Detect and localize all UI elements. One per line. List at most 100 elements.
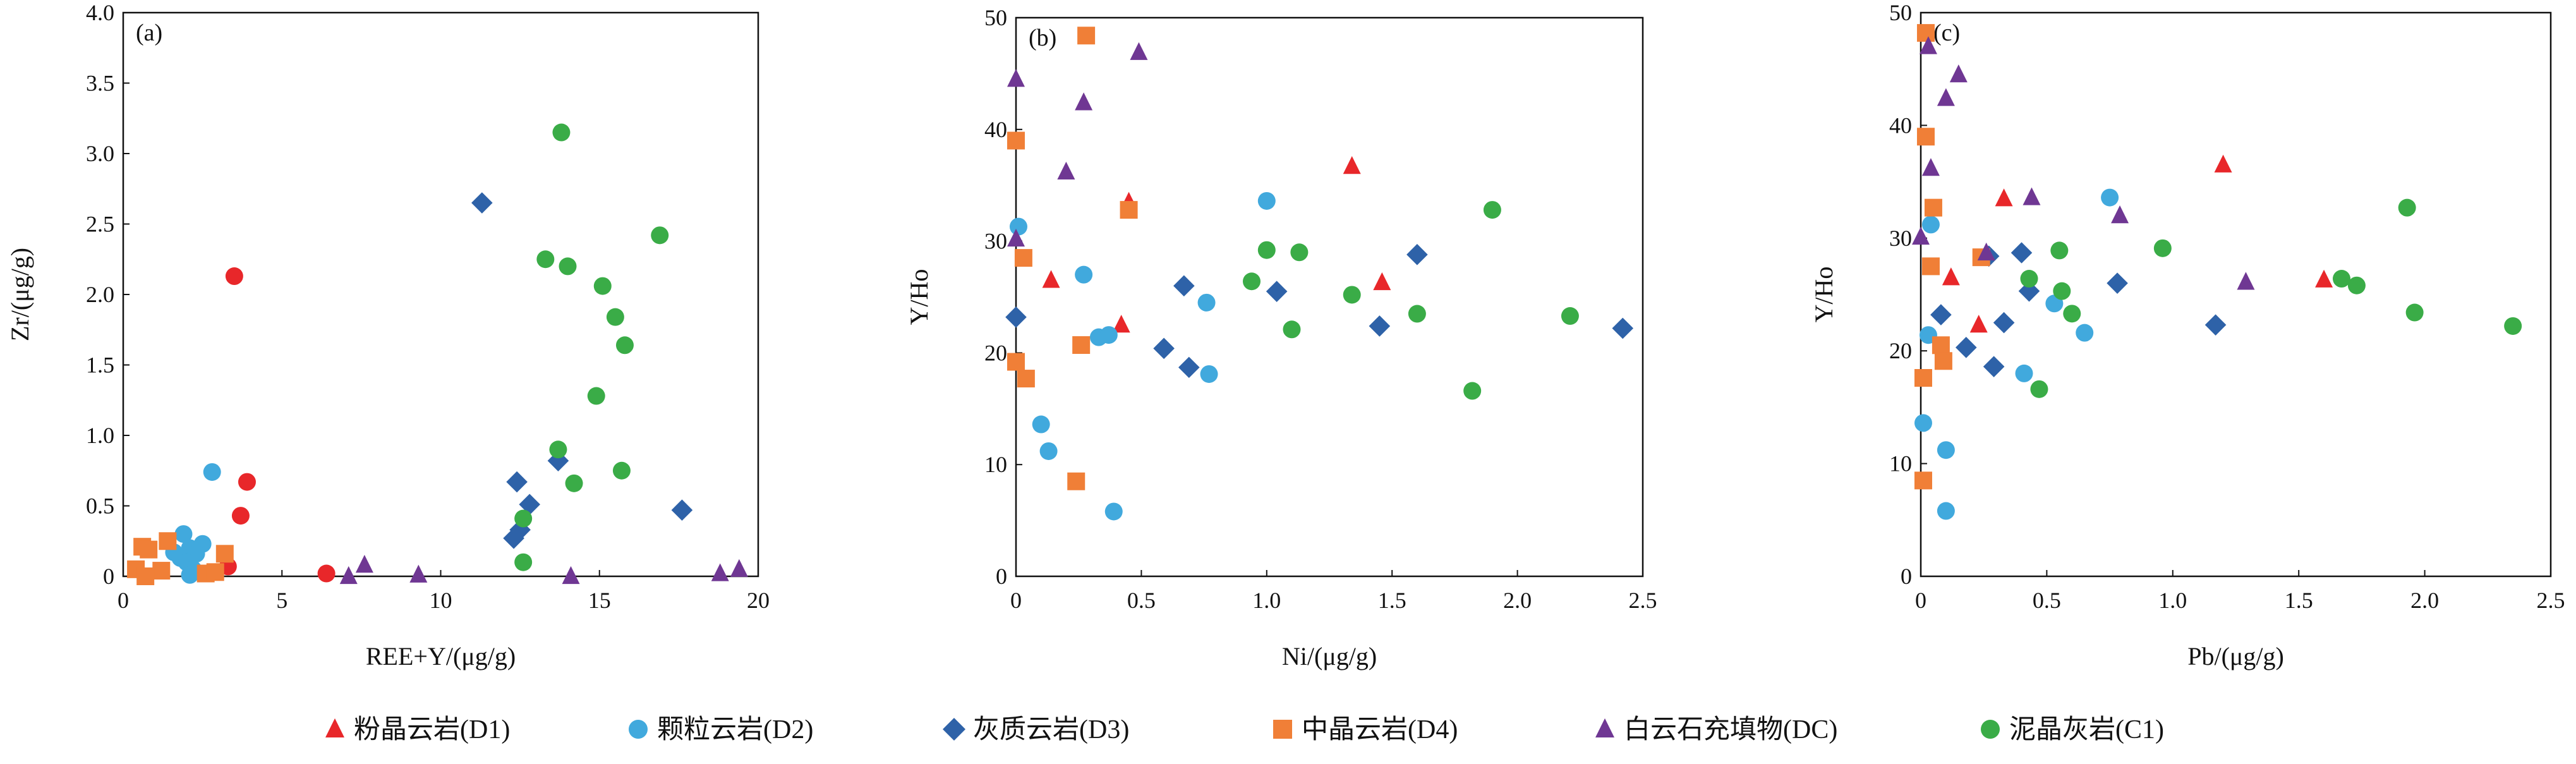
data-point <box>1343 156 1361 174</box>
data-point <box>1916 24 1935 42</box>
x-tick-label: 0.5 <box>2033 588 2061 613</box>
data-point <box>231 507 250 525</box>
legend-label: 泥晶灰岩(C1) <box>2009 715 2164 744</box>
x-tick-label: 1.0 <box>2158 588 2187 613</box>
data-point <box>2030 380 2048 398</box>
y-tick-label: 40 <box>984 117 1007 142</box>
y-tick-label: 20 <box>984 340 1007 365</box>
legend-item: 颗粒云岩(D2) <box>629 715 813 744</box>
data-point <box>1120 201 1138 219</box>
data-point <box>1032 415 1050 434</box>
series-5 <box>1007 42 1148 247</box>
data-point <box>1483 201 1501 219</box>
plot-frame <box>1920 11 2552 578</box>
data-point <box>1197 293 1216 312</box>
legend-label: 中晶云岩(D4) <box>1302 715 1458 744</box>
data-point <box>1912 226 1930 245</box>
data-point <box>1934 352 1952 370</box>
legend-item: 白云石充填物(DC) <box>1595 715 1837 744</box>
series-5 <box>339 555 748 585</box>
data-point <box>1005 306 1027 328</box>
data-point <box>2015 364 2033 382</box>
data-point <box>1007 69 1025 87</box>
data-point <box>711 563 729 581</box>
x-tick-label: 1.0 <box>1252 588 1281 613</box>
x-tick-label: 10 <box>430 588 452 613</box>
series-2 <box>1914 188 2119 520</box>
data-point <box>1977 242 1995 261</box>
y-tick-label: 30 <box>984 229 1007 254</box>
x-tick-label: 0 <box>118 588 129 613</box>
data-point <box>1290 243 1309 262</box>
series-4 <box>1007 27 1138 490</box>
series-6 <box>2020 198 2522 398</box>
data-point <box>1178 356 1200 379</box>
series-2 <box>1009 191 1276 521</box>
y-tick-label: 3.5 <box>86 71 114 96</box>
data-point <box>1937 502 1955 520</box>
data-point <box>1993 312 2015 334</box>
panel-label: (b) <box>1029 25 1056 51</box>
data-point <box>1266 281 1288 302</box>
data-point <box>152 562 171 580</box>
data-point <box>2204 314 2227 336</box>
data-point <box>612 461 631 480</box>
data-point <box>471 192 493 214</box>
data-point <box>1373 272 1391 291</box>
data-point <box>1130 42 1148 60</box>
data-point <box>1930 304 1952 325</box>
data-point <box>593 277 612 295</box>
data-point <box>2214 154 2232 173</box>
x-tick-label: 15 <box>588 588 611 613</box>
legend-marker <box>943 718 965 741</box>
data-point <box>2053 282 2071 300</box>
y-tick-label: 50 <box>1889 0 1912 25</box>
data-point <box>730 559 748 577</box>
x-tick-label: 2.0 <box>1503 588 1532 613</box>
data-point <box>1014 249 1032 267</box>
data-point <box>355 555 373 573</box>
x-tick-label: 0 <box>1010 588 1022 613</box>
series-3 <box>1005 244 1634 379</box>
data-point <box>2020 270 2038 288</box>
data-point <box>2332 270 2350 288</box>
data-point <box>339 566 358 585</box>
y-tick-label: 2.5 <box>86 212 114 237</box>
data-point <box>514 553 533 571</box>
data-point <box>2504 317 2522 335</box>
data-point <box>1921 215 1940 234</box>
legend-marker <box>1273 720 1292 739</box>
data-point <box>1112 315 1130 333</box>
data-point <box>2101 188 2119 207</box>
data-point <box>1612 317 1634 339</box>
x-tick-label: 2.0 <box>2410 588 2439 613</box>
data-point <box>1914 414 1932 432</box>
data-point <box>2018 280 2040 302</box>
data-point <box>206 563 224 581</box>
data-point <box>1955 337 1977 358</box>
data-point <box>1369 315 1391 337</box>
data-point <box>215 545 234 563</box>
y-tick-label: 0 <box>996 564 1007 589</box>
data-point <box>1924 198 1942 217</box>
data-point <box>1921 257 1940 276</box>
data-point <box>238 473 256 491</box>
y-tick-label: 50 <box>984 5 1007 30</box>
data-point <box>1937 441 1955 459</box>
chart-panel-1: 0 5 10 15 20 0 0.5 1.0 1.5 2.0 2.5 3.0 3.5 4.0 REE+Y/(… <box>6 0 770 670</box>
legend-item: 泥晶灰岩(C1) <box>1981 715 2164 744</box>
data-point <box>587 387 605 405</box>
data-point <box>2315 269 2333 288</box>
x-axis-title: Ni/(μg/g) <box>1282 642 1377 670</box>
data-point <box>2076 324 2094 342</box>
y-tick-label: 0 <box>103 564 114 589</box>
x-tick-label: 1.5 <box>2285 588 2313 613</box>
data-point <box>606 308 624 326</box>
data-point <box>1921 158 1940 176</box>
series-6 <box>1242 201 1579 400</box>
series-4 <box>127 532 234 585</box>
legend-marker <box>1981 720 2000 739</box>
x-tick-label: 0.5 <box>1127 588 1156 613</box>
data-point <box>559 257 577 276</box>
